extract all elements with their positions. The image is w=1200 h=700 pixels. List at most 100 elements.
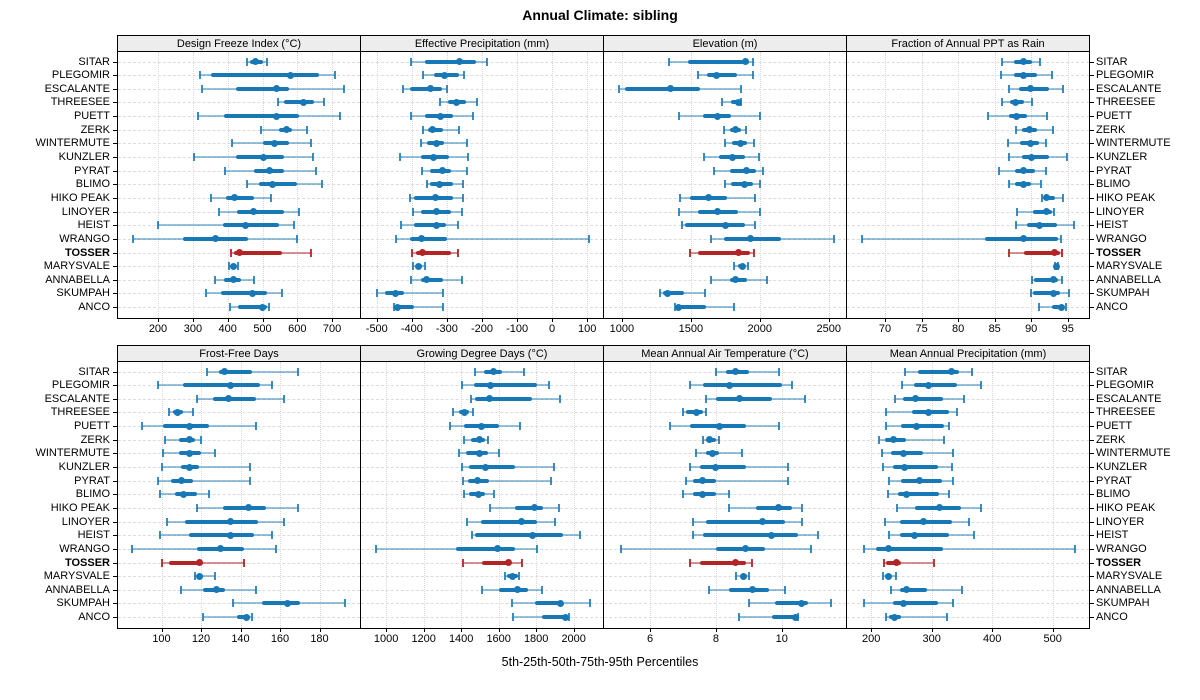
x-tick-label: 10 (775, 633, 788, 645)
whisker-cap-high (1073, 221, 1076, 230)
panel-strip: Effective Precipitation (mm) (360, 35, 604, 52)
median-dot (517, 518, 525, 525)
iqr-bar (237, 209, 285, 214)
whisker-cap-low (375, 289, 378, 298)
whisker-cap-low (695, 449, 698, 458)
whisker-cap-high (1044, 139, 1047, 148)
median-dot (486, 381, 494, 389)
whisker-cap-low (160, 558, 163, 567)
whisker-cap-high (255, 585, 258, 594)
whisker-line (161, 561, 245, 564)
whisker-cap-low (164, 435, 167, 444)
x-tick (386, 628, 388, 632)
station-label-left: PUETT (73, 110, 110, 123)
x-tick (376, 318, 378, 322)
whisker-line (394, 306, 444, 308)
whisker-cap-low (489, 503, 492, 512)
median-dot (235, 249, 243, 256)
station-label-left: HEIST (77, 219, 110, 232)
median-dot (212, 235, 219, 243)
station-label-left: ESCALANTE (44, 392, 110, 405)
gridline-h (361, 507, 603, 509)
whisker-cap-high (465, 166, 468, 175)
median-dot (775, 504, 782, 512)
panel-strip: Design Freeze Index (°C) (117, 35, 361, 52)
whisker-cap-low (425, 180, 428, 189)
y-tick (1090, 279, 1094, 281)
whisker-line (206, 370, 298, 373)
gridline-h (847, 603, 1089, 605)
whisker-cap-low (474, 367, 477, 376)
station-label-right: ZERK (1096, 433, 1126, 446)
station-label-left: WRANGO (59, 232, 110, 245)
iqr-bar (221, 291, 268, 296)
gridline-h (847, 157, 1089, 158)
whisker-cap-low (503, 572, 506, 581)
whisker-line (195, 575, 215, 578)
whisker-cap-low (1008, 248, 1011, 257)
y-tick (1090, 293, 1094, 295)
panel-plot (360, 361, 604, 629)
x-tick (411, 318, 413, 322)
x-tick (423, 628, 425, 632)
x-tick-label: 1000 (609, 323, 635, 335)
whisker-cap-high (741, 449, 744, 458)
median-dot (213, 586, 221, 594)
whisker-cap-low (194, 572, 196, 581)
median-dot (741, 58, 749, 65)
whisker-cap-low (130, 544, 133, 553)
whisker-cap-high (758, 112, 761, 121)
gridline-h (847, 211, 1089, 213)
x-tick (759, 318, 761, 322)
x-tick (517, 318, 519, 322)
y-tick (1090, 589, 1094, 591)
whisker-cap-low (210, 193, 212, 202)
panel-plot (846, 51, 1090, 319)
whisker-cap-high (442, 303, 445, 311)
iqr-bar (900, 424, 944, 429)
gridline-h (118, 453, 360, 455)
median-dot (721, 221, 729, 229)
station-label-right: HIKO PEAK (1096, 191, 1156, 204)
whisker-cap-low (881, 572, 884, 581)
whisker-cap-low (667, 57, 670, 66)
station-label-left: ANCO (78, 301, 110, 313)
y-tick (113, 562, 117, 564)
y-tick (113, 252, 117, 254)
whisker-cap-low (678, 193, 681, 202)
station-label-left: SITAR (78, 365, 110, 378)
gridline-h (118, 603, 360, 605)
whisker-cap-low (481, 585, 484, 594)
gridline-h (847, 75, 1089, 77)
whisker-cap-high (951, 463, 954, 471)
whisker-cap-high (833, 234, 836, 243)
median-dot (892, 559, 900, 566)
median-dot (475, 449, 483, 457)
station-label-left: HIKO PEAK (50, 501, 110, 514)
station-label-right: TOSSER (1096, 556, 1142, 569)
median-dot (185, 463, 193, 471)
station-label-left: PYRAT (74, 474, 110, 487)
station-label-left: KUNZLER (58, 151, 110, 163)
median-dot (505, 559, 513, 566)
whisker-cap-low (395, 234, 398, 243)
y-tick (113, 157, 117, 158)
whisker-cap-high (268, 303, 271, 311)
y-tick (113, 521, 117, 523)
iqr-bar (1023, 250, 1061, 255)
y-tick (1090, 116, 1094, 118)
median-dot (244, 504, 252, 512)
median-dot (890, 436, 898, 444)
whisker-cap-low (409, 193, 412, 202)
whisker-cap-high (766, 275, 769, 284)
iqr-bar (715, 546, 766, 551)
whisker-cap-high (589, 599, 592, 608)
gridline-h (361, 129, 603, 131)
median-dot (1026, 126, 1034, 134)
whisker-cap-high (296, 234, 299, 243)
gridline-h (847, 426, 1089, 428)
gridline-h (604, 617, 846, 618)
whisker-cap-low (688, 558, 691, 567)
whisker-cap-low (1041, 193, 1044, 202)
y-tick (1090, 307, 1094, 308)
